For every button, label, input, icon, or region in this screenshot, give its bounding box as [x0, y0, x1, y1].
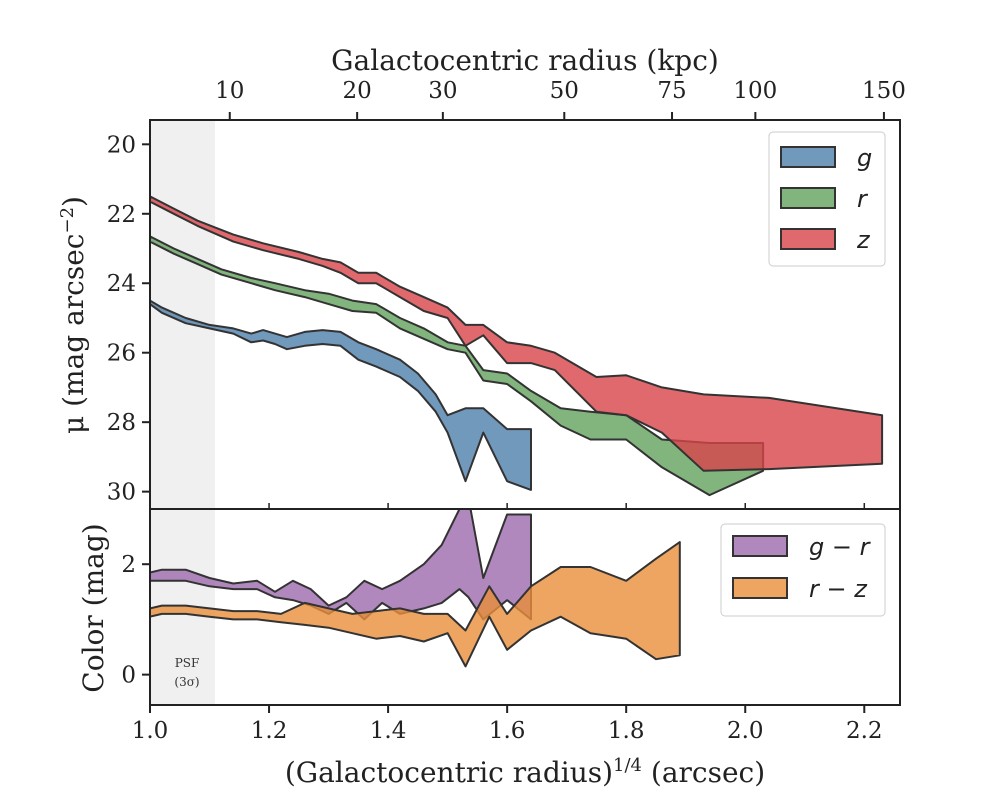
band-top-0 — [150, 299, 532, 491]
band-bottom-1 — [150, 541, 681, 668]
top-y-tick-label: 22 — [107, 202, 136, 228]
bottom-legend: g − r r − z — [720, 523, 886, 617]
band-top-2 — [150, 195, 884, 472]
legend-label-2: z — [856, 226, 871, 254]
legend-swatch-0 — [732, 535, 788, 557]
bottom-panel-areas — [150, 509, 681, 668]
top-x-tick-label: 30 — [428, 78, 457, 104]
legend-swatch-2 — [780, 228, 836, 250]
top-y-tick-label: 20 — [107, 132, 136, 158]
bottom-y-tick-label: 2 — [121, 552, 136, 578]
bottom-y-tick-label: 0 — [121, 663, 136, 689]
bottom-panel-frame — [149, 508, 901, 706]
top-x-tick-label: 50 — [550, 78, 579, 104]
top-x-tick-label: 20 — [343, 78, 372, 104]
legend-swatch-1 — [732, 577, 788, 599]
top-x-tick-label: 100 — [733, 78, 777, 104]
x-tick-label: 2.0 — [727, 718, 764, 744]
legend-label-1: r − z — [809, 575, 868, 603]
psf-annotation-line2: (3σ) — [174, 675, 199, 689]
psf-region-top — [150, 120, 215, 509]
legend-label-0: g − r — [809, 533, 872, 561]
legend-label-0: g — [857, 144, 872, 172]
top-y-tick-label: 28 — [107, 410, 136, 436]
top-y-tick-label: 24 — [107, 271, 136, 297]
x-tick-label: 1.8 — [608, 718, 645, 744]
legend-swatch-0 — [780, 146, 836, 168]
x-tick-label: 1.0 — [132, 718, 169, 744]
bottom-y-axis-label: Color (mag) — [77, 523, 110, 692]
psf-annotation-line1: PSF — [175, 656, 200, 670]
x-tick-label: 1.2 — [251, 718, 288, 744]
top-x-tick-label: 75 — [657, 78, 686, 104]
x-tick-label: 1.6 — [489, 718, 526, 744]
top-panel-areas — [150, 195, 884, 497]
top-y-axis-label: μ (mag arcsec−2) — [57, 196, 90, 434]
band-top-1 — [150, 235, 765, 497]
top-x-axis-label: Galactocentric radius (kpc) — [331, 44, 719, 77]
legend-swatch-1 — [780, 187, 836, 209]
top-x-tick-label: 10 — [215, 78, 244, 104]
top-legend: grz — [768, 131, 886, 267]
top-y-tick-label: 30 — [107, 480, 136, 506]
top-x-tick-label: 150 — [862, 78, 906, 104]
bottom-x-axis-label: (Galactocentric radius)1/4 (arcsec) — [285, 755, 765, 789]
legend-label-1: r — [857, 185, 869, 213]
top-y-tick-label: 26 — [107, 341, 136, 367]
axis-ticks: 20 22 24 26 28 30 10 20 30 50 75 100 150 0 2 1.0 1.2 1.4 1… — [107, 78, 906, 744]
x-tick-label: 2.2 — [846, 718, 883, 744]
x-tick-label: 1.4 — [370, 718, 407, 744]
